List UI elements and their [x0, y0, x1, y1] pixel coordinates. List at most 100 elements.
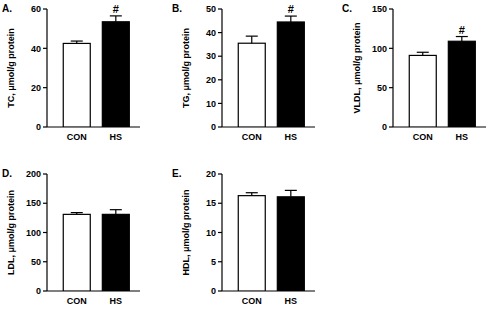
- significance-mark: #: [288, 3, 294, 15]
- y-tick-label: 40: [206, 28, 216, 38]
- error-bar: [456, 37, 468, 42]
- error-bar: [110, 210, 122, 215]
- bar: [238, 43, 265, 127]
- error-bar: [285, 16, 297, 22]
- y-tick: [218, 173, 222, 174]
- marks: [238, 16, 304, 127]
- x-tick-label: CON: [67, 296, 87, 306]
- panel-label: E.: [172, 168, 182, 179]
- y-tick-label: 60: [31, 4, 41, 14]
- x-tick-label: CON: [242, 132, 262, 142]
- y-tick-label: 10: [206, 99, 216, 109]
- y-tick-label: 5: [211, 257, 216, 267]
- bar: [102, 214, 129, 291]
- y-axis-label: TC, μmol/g protein: [6, 28, 16, 108]
- x-tick-label: HS: [285, 132, 298, 142]
- y-tick: [43, 126, 47, 127]
- y-tick-label: 50: [377, 83, 387, 93]
- panel-label: B.: [172, 3, 182, 14]
- panel: E. HDL, μmol/g protein 0 5 10 15 20 CON HS: [172, 168, 315, 306]
- error-bar: [417, 52, 429, 55]
- y-tick-label: 100: [26, 228, 41, 238]
- y-tick: [218, 32, 222, 33]
- y-tick-label: 10: [206, 228, 216, 238]
- y-tick: [218, 56, 222, 57]
- y-tick-label: 0: [211, 286, 216, 296]
- y-tick: [389, 48, 393, 49]
- error-bar: [110, 16, 122, 22]
- panel-label: D.: [2, 168, 12, 179]
- y-tick-label: 0: [211, 122, 216, 132]
- y-tick: [218, 103, 222, 104]
- y-axis: [221, 9, 222, 127]
- y-tick: [43, 87, 47, 88]
- panel-label: C.: [342, 3, 352, 14]
- panel: B. TG, μmol/g protein 0 10 20 30 40 50 CON HS #: [172, 3, 315, 142]
- panel: A. TC, μmol/g protein 0 20 40 60 CON HS #: [2, 3, 140, 142]
- error-bar: [285, 190, 297, 196]
- y-axis-label: TG, μmol/g protein: [181, 28, 191, 108]
- y-tick-label: 40: [31, 44, 41, 54]
- marks: [409, 37, 475, 127]
- x-tick-label: HS: [456, 132, 469, 142]
- y-tick-label: 20: [31, 83, 41, 93]
- y-tick-label: 0: [382, 122, 387, 132]
- y-tick: [218, 126, 222, 127]
- y-tick: [43, 290, 47, 291]
- x-tick-label: CON: [413, 132, 433, 142]
- y-tick: [43, 48, 47, 49]
- error-bar: [246, 193, 258, 196]
- significance-mark: #: [113, 3, 119, 15]
- y-tick: [218, 290, 222, 291]
- y-tick-label: 150: [26, 198, 41, 208]
- x-tick-label: HS: [285, 296, 298, 306]
- y-tick-label: 0: [36, 122, 41, 132]
- y-tick: [389, 87, 393, 88]
- bar: [448, 41, 475, 127]
- y-axis-label: VLDL, μmol/g protein: [352, 22, 362, 113]
- x-tick-label: HS: [110, 132, 123, 142]
- y-tick-label: 100: [372, 44, 387, 54]
- y-tick-label: 200: [26, 169, 41, 179]
- y-tick: [43, 8, 47, 9]
- bar: [238, 196, 265, 291]
- y-tick: [218, 261, 222, 262]
- y-tick-label: 30: [206, 51, 216, 61]
- y-tick-label: 20: [206, 75, 216, 85]
- y-axis-label: HDL, μmol/g protein: [181, 189, 191, 275]
- y-tick: [43, 203, 47, 204]
- y-axis-label: LDL, μmol/g protein: [6, 190, 16, 275]
- x-tick-label: HS: [110, 296, 123, 306]
- bar: [277, 22, 304, 127]
- y-tick-label: 0: [36, 286, 41, 296]
- y-tick: [43, 173, 47, 174]
- bar: [63, 43, 90, 127]
- x-tick-label: CON: [67, 132, 87, 142]
- y-tick-label: 20: [206, 169, 216, 179]
- y-tick-label: 15: [206, 198, 216, 208]
- error-bar: [246, 36, 258, 43]
- y-tick-label: 50: [206, 4, 216, 14]
- panel-label: A.: [2, 3, 12, 14]
- bar: [409, 55, 436, 127]
- bar: [102, 22, 129, 127]
- panel: D. LDL, μmol/g protein 0 50 100 150 200 CON HS: [2, 168, 140, 306]
- y-axis: [46, 9, 47, 127]
- figure: A. TC, μmol/g protein 0 20 40 60 CON HS # B. TG, μ…: [0, 0, 500, 312]
- y-tick: [218, 203, 222, 204]
- significance-mark: #: [459, 24, 465, 36]
- error-bar: [71, 41, 83, 43]
- y-tick: [218, 8, 222, 9]
- y-tick-label: 50: [31, 257, 41, 267]
- y-tick: [389, 126, 393, 127]
- marks: [63, 16, 129, 127]
- bar: [277, 197, 304, 291]
- y-tick: [43, 232, 47, 233]
- bar: [63, 214, 90, 291]
- y-tick: [43, 261, 47, 262]
- y-axis: [392, 9, 393, 127]
- x-tick-label: CON: [242, 296, 262, 306]
- marks: [238, 190, 304, 291]
- y-tick: [218, 232, 222, 233]
- y-tick: [218, 79, 222, 80]
